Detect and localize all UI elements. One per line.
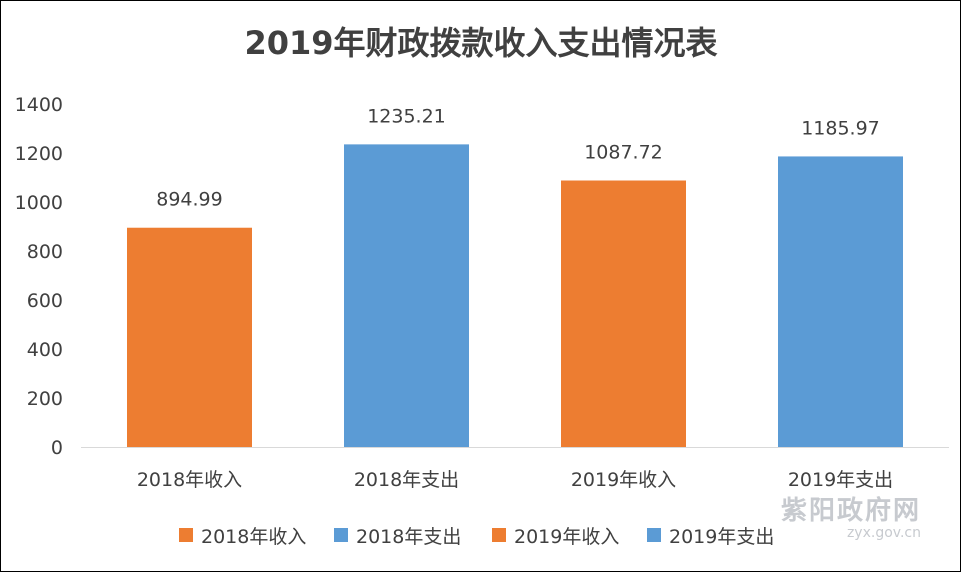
chart-title: 2019年财政拨款收入支出情况表 — [244, 24, 717, 62]
legend-swatch — [492, 528, 506, 542]
y-tick-label: 1400 — [15, 94, 63, 116]
bar — [127, 227, 252, 447]
bars — [127, 144, 903, 448]
y-tick-label: 600 — [27, 290, 63, 312]
x-tick-label: 2019年收入 — [571, 469, 676, 491]
legend-item: 2019年收入 — [492, 526, 619, 548]
legend-label: 2019年支出 — [669, 526, 774, 548]
y-tick-label: 1000 — [15, 192, 63, 214]
x-tick-label: 2019年支出 — [788, 469, 893, 491]
legend-label: 2019年收入 — [514, 526, 619, 548]
y-tick-label: 400 — [27, 339, 63, 361]
legend: 2018年收入 2018年支出 2019年收入 2019年支出 — [179, 526, 774, 548]
data-label: 894.99 — [156, 189, 222, 211]
legend-swatch — [647, 528, 661, 542]
legend-swatch — [334, 528, 348, 542]
data-labels: 894.99 1235.21 1087.72 1185.97 — [156, 105, 880, 210]
bar — [561, 180, 686, 447]
x-axis-ticks: 2018年收入 2018年支出 2019年收入 2019年支出 — [137, 469, 893, 491]
bar — [778, 156, 903, 447]
data-label: 1185.97 — [801, 117, 880, 139]
y-axis-ticks: 0 200 400 600 800 1000 1200 1400 — [15, 94, 63, 459]
legend-swatch — [179, 528, 193, 542]
y-tick-label: 800 — [27, 241, 63, 263]
legend-item: 2019年支出 — [647, 526, 774, 548]
legend-label: 2018年支出 — [356, 526, 461, 548]
legend-item: 2018年支出 — [334, 526, 461, 548]
y-tick-label: 0 — [51, 437, 63, 459]
data-label: 1087.72 — [584, 142, 663, 164]
legend-item: 2018年收入 — [179, 526, 306, 548]
y-tick-label: 1200 — [15, 143, 63, 165]
x-tick-label: 2018年支出 — [354, 469, 459, 491]
bar — [344, 144, 469, 448]
legend-label: 2018年收入 — [201, 526, 306, 548]
x-tick-label: 2018年收入 — [137, 469, 242, 491]
y-tick-label: 200 — [27, 388, 63, 410]
data-label: 1235.21 — [367, 105, 446, 127]
